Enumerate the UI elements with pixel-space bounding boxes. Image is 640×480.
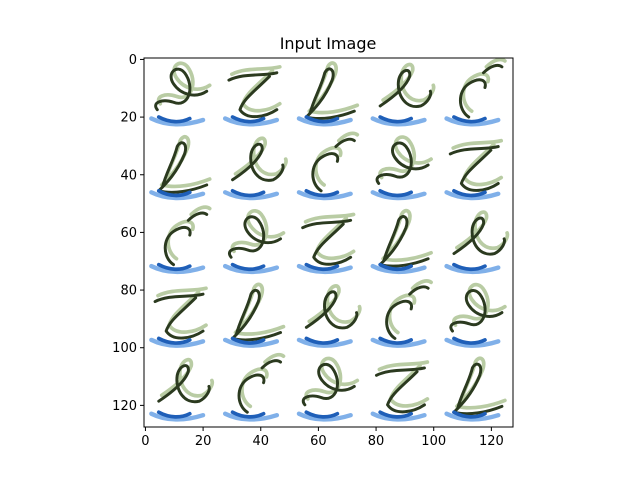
script-r-icon bbox=[222, 282, 286, 348]
script-l-icon bbox=[222, 209, 286, 275]
x-tick-label: 60 bbox=[310, 434, 327, 449]
y-axis: 0 20 40 60 80 100 120 bbox=[112, 53, 144, 414]
script-m-icon bbox=[296, 212, 356, 275]
script-u-icon bbox=[149, 357, 215, 422]
script-e-icon bbox=[370, 360, 430, 422]
y-tick-label: 20 bbox=[120, 111, 137, 126]
script-n-icon bbox=[370, 208, 433, 275]
script-y-icon bbox=[444, 356, 507, 422]
y-tick-label: 60 bbox=[120, 226, 137, 241]
x-axis: 0 20 40 60 80 100 120 bbox=[141, 427, 504, 449]
script-b-icon bbox=[222, 352, 286, 422]
x-tick-label: 20 bbox=[195, 434, 212, 449]
script-t-icon bbox=[444, 282, 507, 348]
y-tick-label: 40 bbox=[120, 168, 137, 183]
script-x-icon bbox=[296, 356, 360, 422]
input-image bbox=[144, 57, 513, 427]
script-e-icon bbox=[370, 62, 436, 127]
script-z-icon bbox=[222, 65, 282, 127]
y-tick-label: 100 bbox=[112, 341, 137, 356]
script-o-icon bbox=[444, 210, 510, 275]
x-tick-label: 120 bbox=[479, 434, 504, 449]
y-tick-label: 120 bbox=[112, 399, 137, 414]
x-tick-label: 80 bbox=[368, 434, 385, 449]
y-tick-label: 0 bbox=[129, 53, 137, 68]
script-c-icon bbox=[444, 57, 507, 127]
script-s-icon bbox=[370, 279, 433, 348]
script-j-icon bbox=[444, 138, 504, 201]
handwriting-glyphs bbox=[149, 57, 510, 422]
script-f-icon bbox=[149, 135, 212, 201]
script-k-icon bbox=[296, 284, 362, 348]
script-g-icon bbox=[296, 131, 360, 201]
script-r-icon bbox=[149, 205, 212, 275]
script-t-icon bbox=[149, 286, 208, 348]
x-tick-label: 0 bbox=[141, 434, 149, 449]
y-tick-label: 80 bbox=[120, 284, 137, 299]
script-j-icon bbox=[370, 135, 433, 201]
chart-title: Input Image bbox=[280, 34, 377, 53]
axes-frame bbox=[143, 57, 514, 428]
x-tick-label: 100 bbox=[421, 434, 446, 449]
script-l-icon bbox=[296, 61, 360, 127]
script-y-icon bbox=[222, 136, 288, 201]
x-tick-label: 40 bbox=[252, 434, 269, 449]
script-q-icon bbox=[149, 61, 212, 127]
